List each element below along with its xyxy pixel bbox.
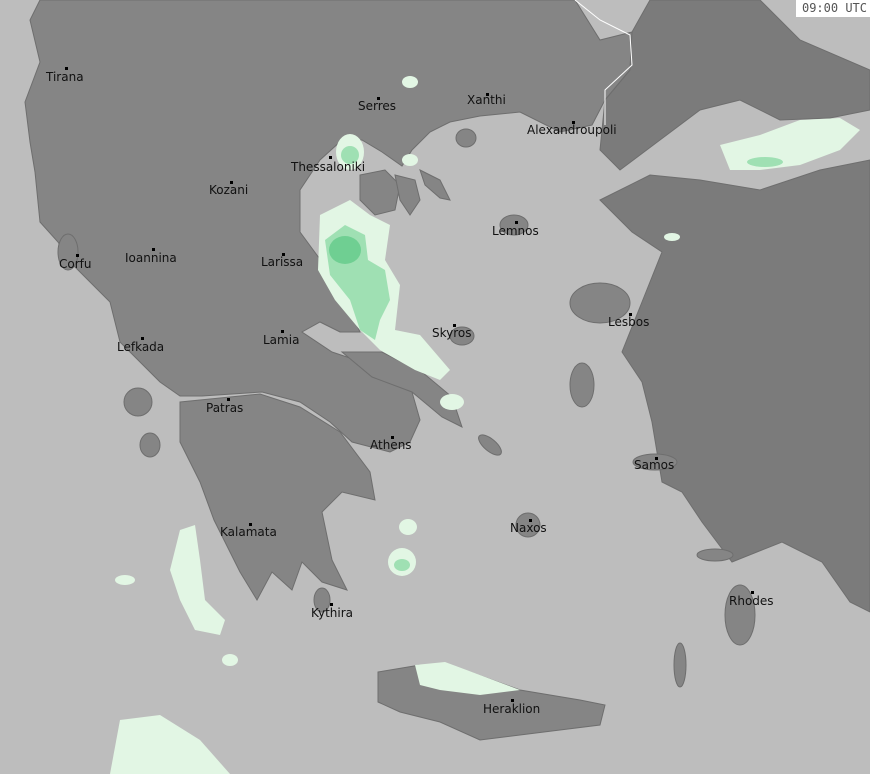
city-label: Corfu	[59, 257, 92, 271]
city-dot	[515, 221, 518, 224]
city-dot	[230, 181, 233, 184]
city-label: Athens	[370, 438, 412, 452]
city-dot	[391, 436, 394, 439]
city-dot	[329, 156, 332, 159]
island-kythira	[313, 587, 331, 613]
city-label: Alexandroupoli	[527, 123, 617, 137]
island-andros	[478, 434, 502, 456]
city-dot	[65, 67, 68, 70]
city-dot	[282, 253, 285, 256]
island-kos	[696, 548, 734, 562]
city-dot	[453, 324, 456, 327]
chalkidiki	[359, 169, 401, 216]
island-chios	[569, 362, 595, 408]
city-dot	[486, 93, 489, 96]
island-corfu	[57, 233, 79, 271]
island-thasos	[455, 128, 477, 148]
city-label: Kythira	[311, 606, 354, 620]
city-dot	[330, 603, 333, 606]
chalkidiki-2	[394, 174, 421, 216]
city-label: Xanthi	[467, 93, 506, 107]
rain-cells	[110, 76, 860, 774]
city-dot	[249, 523, 252, 526]
city-label: Naxos	[510, 521, 547, 535]
city-dot	[141, 337, 144, 340]
city-dot	[227, 398, 230, 401]
city-label: Tirana	[46, 70, 84, 84]
island-kefalonia	[123, 387, 153, 417]
balkan-mainland	[24, 0, 633, 453]
city-label: Serres	[358, 99, 397, 113]
borders	[574, 0, 633, 125]
timestamp-label: 09:00 UTC	[795, 0, 870, 17]
city-label: Heraklion	[483, 702, 541, 716]
city-dot	[751, 591, 754, 594]
island-lemnos	[499, 214, 529, 236]
city-dot	[629, 313, 632, 316]
anatolia	[599, 159, 870, 613]
city-label: Lamia	[263, 333, 300, 347]
city-label: Kalamata	[220, 525, 277, 539]
city-label: Skyros	[432, 326, 472, 340]
city-dot	[281, 330, 284, 333]
city-dot	[76, 254, 79, 257]
city-label: Patras	[206, 401, 244, 415]
city-label: Kozani	[209, 183, 249, 197]
city-dot	[529, 519, 532, 522]
island-zakynthos	[139, 432, 161, 458]
thrace-turkey	[599, 0, 870, 171]
peloponnese	[179, 393, 376, 602]
island-naxos	[515, 512, 541, 538]
city-dot	[655, 457, 658, 460]
island-skyros	[449, 326, 475, 346]
island-karpathos	[673, 642, 687, 688]
chalkidiki-3	[419, 169, 451, 201]
city-label: Lefkada	[117, 340, 165, 354]
city-dot	[572, 121, 575, 124]
city-label: Samos	[634, 458, 675, 472]
city-label: Rhodes	[729, 594, 774, 608]
city-label: Ioannina	[125, 251, 177, 265]
city-label: Thessaloniki	[291, 160, 366, 174]
city-dot	[377, 97, 380, 100]
island-lesbos	[569, 282, 631, 324]
city-label: Lesbos	[608, 315, 650, 329]
island-rhodes	[724, 584, 756, 646]
island-samos	[632, 453, 678, 471]
land	[24, 0, 870, 741]
city-label: Larissa	[261, 255, 304, 269]
city-label: Lemnos	[492, 224, 539, 238]
city-dot	[511, 699, 514, 702]
city-dot	[152, 248, 155, 251]
